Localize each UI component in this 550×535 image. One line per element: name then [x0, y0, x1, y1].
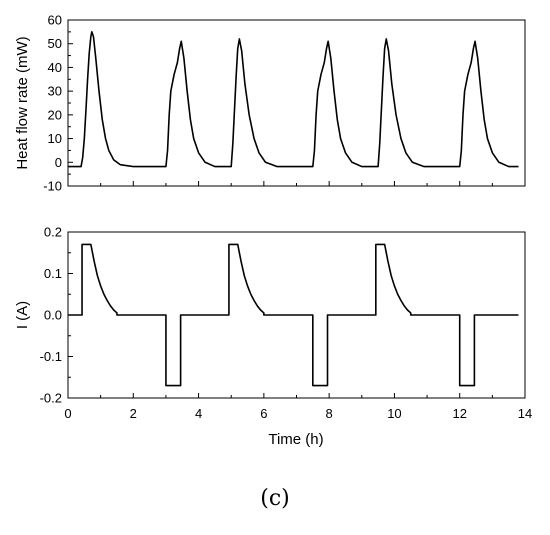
heat-flow-y-tick-label: 20 — [48, 107, 62, 122]
current-x-tick-label: 14 — [518, 406, 532, 421]
heat-flow-y-tick-label: 40 — [48, 60, 62, 75]
current-ticks — [67, 231, 526, 399]
current-x-tick-label: 12 — [452, 406, 466, 421]
current-series-line — [68, 243, 519, 387]
current-x-tick-label: 8 — [326, 406, 333, 421]
heat-flow-ticks — [67, 19, 526, 187]
current-x-tick-label: 6 — [260, 406, 267, 421]
heat-flow-y-tick-label: 0 — [55, 155, 62, 170]
heat-flow-y-tick-label: 50 — [48, 36, 62, 51]
heat-flow-y-axis-label: Heat flow rate (mW) — [14, 36, 31, 169]
current-y-tick-labels: -0.2 -0.1 0.0 0.1 0.2 — [40, 225, 62, 406]
heat-flow-y-tick-label: 60 — [48, 13, 62, 28]
current-y-tick-label: 0.0 — [44, 308, 62, 323]
current-y-tick-label: -0.1 — [40, 349, 62, 364]
current-x-tick-labels: 0 2 4 6 8 10 12 14 — [64, 406, 532, 421]
current-y-tick-label: -0.2 — [40, 391, 62, 406]
current-y-tick-label: 0.1 — [44, 266, 62, 281]
heat-flow-panel: -10 0 10 20 30 40 50 60 Heat flow rate (mW) — [14, 13, 526, 194]
current-x-tick-label: 10 — [387, 406, 401, 421]
time-x-axis-label: Time (h) — [268, 431, 323, 448]
heat-flow-plot-frame — [67, 19, 526, 187]
current-panel: -0.2 -0.1 0.0 0.1 0.2 0 2 4 6 8 10 12 14 I (A) Time… — [14, 225, 532, 449]
heat-flow-series-line — [68, 31, 519, 168]
heat-flow-y-tick-label: 30 — [48, 84, 62, 99]
heat-flow-y-tick-label: -10 — [43, 179, 62, 194]
figure-caption: (c) — [260, 486, 290, 511]
heat-flow-y-tick-label: 10 — [48, 131, 62, 146]
heat-flow-y-tick-labels: -10 0 10 20 30 40 50 60 — [43, 13, 62, 194]
current-y-axis-label: I (A) — [14, 301, 31, 329]
current-x-tick-label: 0 — [64, 406, 71, 421]
current-x-tick-label: 2 — [130, 406, 137, 421]
current-y-tick-label: 0.2 — [44, 225, 62, 240]
current-x-tick-label: 4 — [195, 406, 202, 421]
